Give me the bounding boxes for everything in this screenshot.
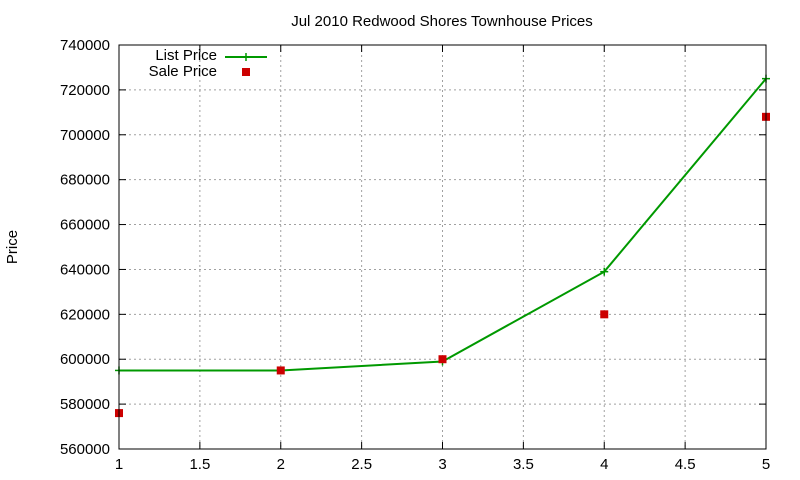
y-axis-label: Price [4, 230, 21, 264]
sale-price-point [276, 366, 285, 375]
grid-lines [119, 45, 766, 449]
x-tick-label: 3.5 [513, 456, 534, 473]
legend-entry: List Price [155, 47, 267, 64]
y-tick-label: 560000 [60, 441, 110, 458]
legend-label: Sale Price [149, 63, 217, 80]
list-price-point [600, 267, 609, 276]
legend-square-marker [242, 68, 250, 76]
x-tick-label: 4.5 [675, 456, 696, 473]
legend-plus-marker [242, 53, 250, 61]
y-tick-label: 660000 [60, 217, 110, 234]
sale-price-point [438, 355, 447, 364]
y-tick-label: 720000 [60, 82, 110, 99]
x-tick-label: 4 [600, 456, 608, 473]
x-tick-label: 2.5 [351, 456, 372, 473]
chart-title: Jul 2010 Redwood Shores Townhouse Prices [291, 13, 593, 30]
y-tick-label: 640000 [60, 261, 110, 278]
y-tick-label: 700000 [60, 127, 110, 144]
y-tick-label: 740000 [60, 37, 110, 54]
sale-price-point [600, 310, 609, 319]
series-layer [115, 74, 770, 418]
x-tick-label: 5 [762, 456, 770, 473]
x-tick-label: 1 [115, 456, 123, 473]
y-tick-label: 680000 [60, 172, 110, 189]
y-tick-label: 620000 [60, 306, 110, 323]
legend-label: List Price [155, 47, 217, 64]
legend-entry: Sale Price [149, 63, 250, 80]
y-tick-label: 580000 [60, 396, 110, 413]
series-list-price [115, 74, 770, 375]
x-tick-label: 1.5 [189, 456, 210, 473]
x-tick-label: 3 [438, 456, 446, 473]
y-tick-label: 600000 [60, 351, 110, 368]
axis-ticks: 560000 580000 600000 620000 640000 660000 6800… [60, 37, 770, 473]
x-tick-label: 2 [277, 456, 285, 473]
